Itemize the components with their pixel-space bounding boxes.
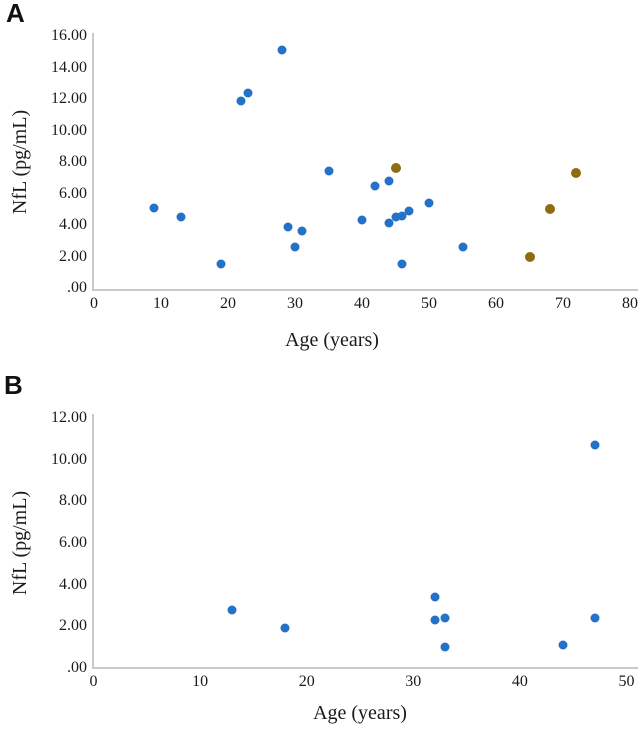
- y-tick-label: 10.00: [51, 450, 87, 468]
- x-tick-label: 60: [488, 295, 504, 312]
- x-tick-label: 30: [287, 295, 303, 312]
- panel-b-x-axis-title: Age (years): [313, 702, 407, 724]
- y-tick-label: 2.00: [59, 617, 87, 635]
- data-point-blue-circles: [290, 242, 300, 252]
- data-point-blue-circles: [590, 613, 600, 623]
- x-tick-label: 50: [421, 295, 437, 312]
- y-tick-label: 8.00: [59, 492, 87, 510]
- data-point-blue-circles: [458, 242, 467, 252]
- data-point-blue-circles: [384, 176, 394, 186]
- data-point-blue-circles: [404, 206, 414, 216]
- y-tick-label: 10.00: [51, 121, 87, 139]
- y-tick-label: 16.00: [51, 27, 87, 44]
- data-point-blue-circles: [397, 259, 407, 269]
- y-tick-label: .00: [67, 279, 87, 296]
- data-point-blue-circles: [236, 96, 246, 106]
- x-tick-label: 40: [511, 673, 528, 690]
- data-point-blue-circles: [558, 640, 568, 650]
- data-point-blue-circles: [590, 440, 600, 450]
- data-point-blue-circles: [391, 212, 400, 222]
- data-point-blue-circles: [227, 605, 237, 615]
- panel-b-x-axis-line: [92, 666, 638, 669]
- data-point-blue-circles: [149, 203, 159, 213]
- data-point-brown-circles: [544, 204, 555, 215]
- data-point-blue-circles: [397, 211, 407, 221]
- x-tick-label: 20: [220, 295, 236, 312]
- data-point-blue-circles: [283, 222, 293, 232]
- data-point-blue-circles: [440, 642, 450, 652]
- data-point-blue-circles: [424, 198, 434, 208]
- x-tick-label: 10: [192, 673, 209, 690]
- data-point-blue-circles: [384, 218, 394, 228]
- x-tick-label: 30: [405, 673, 422, 690]
- x-tick-label: 80: [622, 295, 638, 312]
- data-point-brown-circles: [571, 168, 582, 179]
- data-point-brown-circles: [390, 163, 401, 174]
- data-point-blue-circles: [216, 259, 226, 269]
- y-tick-label: 4.00: [59, 216, 87, 233]
- data-point-blue-circles: [324, 166, 333, 176]
- panel-a-x-axis-title: Age (years): [285, 329, 379, 351]
- panel-b-letter: B: [4, 370, 23, 400]
- x-tick-label: 10: [153, 295, 169, 312]
- data-point-blue-circles: [277, 45, 287, 55]
- data-point-brown-circles: [524, 251, 535, 262]
- data-point-blue-circles: [176, 212, 186, 222]
- y-tick-label: 2.00: [59, 247, 87, 265]
- panel-b-y-axis-line: [92, 414, 94, 668]
- data-point-blue-circles: [370, 181, 380, 191]
- data-point-blue-circles: [243, 88, 253, 98]
- x-tick-label: 0: [89, 673, 98, 690]
- x-tick-label: 70: [555, 295, 571, 312]
- x-tick-label: 20: [298, 673, 315, 690]
- y-tick-label: 6.00: [59, 184, 87, 202]
- y-tick-label: 8.00: [59, 153, 87, 170]
- x-tick-label: 40: [354, 295, 370, 312]
- data-point-blue-circles: [440, 613, 450, 623]
- data-point-blue-circles: [357, 215, 367, 225]
- y-tick-label: 12.00: [51, 90, 87, 107]
- data-point-blue-circles: [430, 615, 440, 625]
- y-tick-label: 4.00: [59, 575, 87, 593]
- data-point-blue-circles: [297, 226, 307, 236]
- x-tick-label: 50: [618, 673, 635, 690]
- y-tick-label: 14.00: [51, 58, 87, 76]
- panel-a-y-axis-line: [92, 33, 94, 290]
- y-tick-label: .00: [67, 659, 87, 676]
- panel-a-letter: A: [6, 0, 25, 28]
- y-tick-label: 6.00: [59, 534, 87, 552]
- y-tick-label: 12.00: [51, 409, 87, 427]
- x-tick-label: 0: [90, 295, 98, 312]
- panel-a-x-axis-line: [92, 288, 638, 291]
- panel-b-y-axis-title: NfL (pg/mL): [9, 490, 31, 596]
- data-point-blue-circles: [280, 623, 290, 633]
- data-point-blue-circles: [430, 592, 440, 602]
